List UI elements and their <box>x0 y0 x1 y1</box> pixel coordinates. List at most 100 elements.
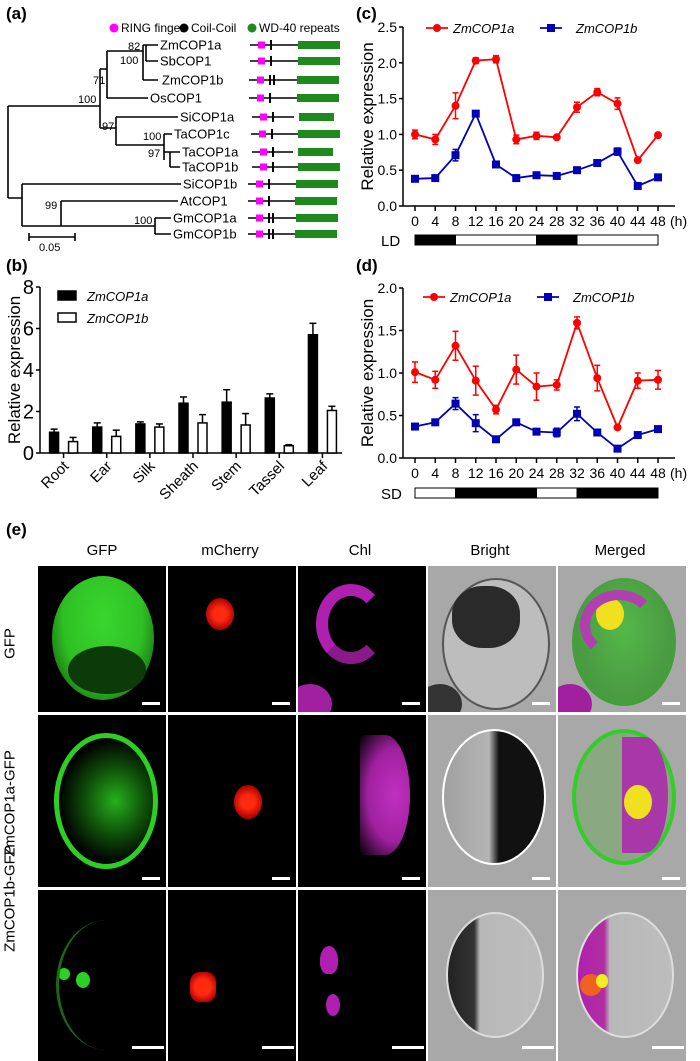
data-point-zmcop1a <box>573 103 581 112</box>
data-point-zmcop1a <box>451 341 460 350</box>
coil-coil-domain <box>272 147 274 157</box>
y-tick-label: 2 <box>23 402 34 424</box>
scale-bar <box>662 877 680 880</box>
scale-bar <box>402 702 420 705</box>
legend-marker-zmcop1b <box>544 293 552 301</box>
wd40-domain <box>296 180 338 188</box>
wd40-domain <box>297 94 339 102</box>
data-point-zmcop1b <box>431 418 440 427</box>
scale-bar <box>662 702 680 705</box>
data-point-zmcop1b <box>431 174 440 183</box>
image-zmcop1b-gfp <box>38 890 166 1061</box>
taxon-label-tacop1a: TaCOP1a <box>182 145 239 160</box>
taxon-label-gmcop1a: GmCOP1a <box>173 211 237 226</box>
gfp-protoplast <box>54 733 158 869</box>
data-point-zmcop1b <box>633 431 642 440</box>
data-point-zmcop1a <box>633 156 642 165</box>
data-point-zmcop1b <box>613 444 622 453</box>
image-zmcop1a-bright <box>428 715 556 887</box>
y-tick-label: 0.0 <box>378 198 398 214</box>
ring-finger-domain <box>257 76 264 84</box>
y-tick-label: 1.0 <box>378 126 398 142</box>
col-title-chl: Chl <box>348 542 372 559</box>
taxon-label-sicop1b: SiCOP1b <box>183 177 237 192</box>
data-point-zmcop1a <box>471 56 480 65</box>
y-tick-label: 8 <box>23 277 34 299</box>
data-point-zmcop1b <box>633 181 642 190</box>
data-point-zmcop1b <box>471 419 480 428</box>
wd40-domain <box>298 57 340 65</box>
image-gfp-merged <box>558 566 686 712</box>
scale-bar <box>402 877 420 880</box>
data-point-zmcop1a <box>411 368 419 377</box>
x-axis-unit: (h) <box>670 465 687 481</box>
x-tick-label: 0 <box>411 213 419 229</box>
taxon-label-tacop1b: TaCOP1b <box>182 160 238 175</box>
data-point-zmcop1a <box>654 375 662 384</box>
data-point-zmcop1b <box>532 171 541 180</box>
data-point-zmcop1a <box>633 376 642 385</box>
legend-wd40: WD-40 repeats <box>259 21 340 35</box>
data-point-zmcop1b <box>573 166 581 175</box>
data-point-zmcop1b <box>593 428 602 437</box>
x-tick-label: 24 <box>529 465 545 481</box>
x-tick-label: 8 <box>452 213 460 229</box>
legend-ring-finger: RING finger <box>121 21 184 35</box>
panel-label-d: (d) <box>356 256 378 275</box>
ring-finger-domain <box>256 197 263 205</box>
ring-finger-legend-icon <box>109 23 119 33</box>
data-point-zmcop1b <box>552 171 561 180</box>
photoperiod-dark-segment <box>414 234 456 246</box>
panel-label-e: (e) <box>6 520 27 539</box>
scale-bar <box>532 702 550 705</box>
ring-finger-domain <box>260 163 267 171</box>
taxon-label-gmcop1b: GmCOP1b <box>173 227 237 242</box>
legend-marker-zmcop1a <box>433 24 441 32</box>
data-point-zmcop1b <box>451 399 460 408</box>
data-point-zmcop1a <box>512 365 521 374</box>
ring-finger-domain <box>260 148 267 156</box>
photoperiod-light-segment <box>414 487 456 499</box>
wd40-domain <box>295 230 337 238</box>
bar-zmcop1b-root <box>67 440 79 454</box>
chloroplasts <box>320 946 338 974</box>
x-tick-label-leaf: Leaf <box>299 457 332 490</box>
scale-bar <box>262 1046 294 1049</box>
data-point-zmcop1a <box>471 376 480 385</box>
legend-label-zmcop1b: ZmCOP1b <box>575 21 637 36</box>
x-tick-label: 40 <box>610 213 626 229</box>
coil-coil-domain <box>269 93 271 103</box>
data-point-zmcop1a <box>512 135 521 144</box>
x-tick-label: 16 <box>488 465 504 481</box>
y-tick-label: 0.5 <box>378 408 398 424</box>
data-point-zmcop1b <box>411 422 419 431</box>
ring-finger-domain <box>260 113 267 121</box>
x-tick-label: 0 <box>411 465 419 481</box>
mcherry-nucleus <box>190 972 216 1002</box>
y-tick-label: 1.0 <box>378 365 398 381</box>
wd40-domain <box>298 130 340 138</box>
image-zmcop1b-bright <box>428 890 556 1061</box>
tree-branches <box>7 44 181 241</box>
merged-nucleus <box>624 785 652 819</box>
mcherry-nucleus <box>234 785 262 819</box>
chloroplasts <box>316 584 386 664</box>
x-tick-label: 36 <box>589 465 605 481</box>
x-tick-label: 28 <box>549 213 565 229</box>
x-tick-label: 28 <box>549 465 565 481</box>
chloroplasts-bottom <box>298 684 332 712</box>
wd40-domain <box>296 214 338 222</box>
x-tick-label: 44 <box>630 465 646 481</box>
image-gfp-gfp <box>38 566 166 712</box>
y-tick-label: 0.0 <box>378 450 398 466</box>
data-point-zmcop1b <box>451 151 460 160</box>
taxon-label-tacop1c: TaCOP1c <box>174 127 230 142</box>
image-gfp-chl <box>298 566 426 712</box>
taxon-label-sicop1a: SiCOP1a <box>180 110 235 125</box>
x-tick-label-tassel: Tassel <box>246 458 288 500</box>
legend-swatch-zmcop1a <box>57 290 77 301</box>
photoperiod-light-segment <box>576 234 659 246</box>
ring-finger-domain <box>256 214 263 222</box>
